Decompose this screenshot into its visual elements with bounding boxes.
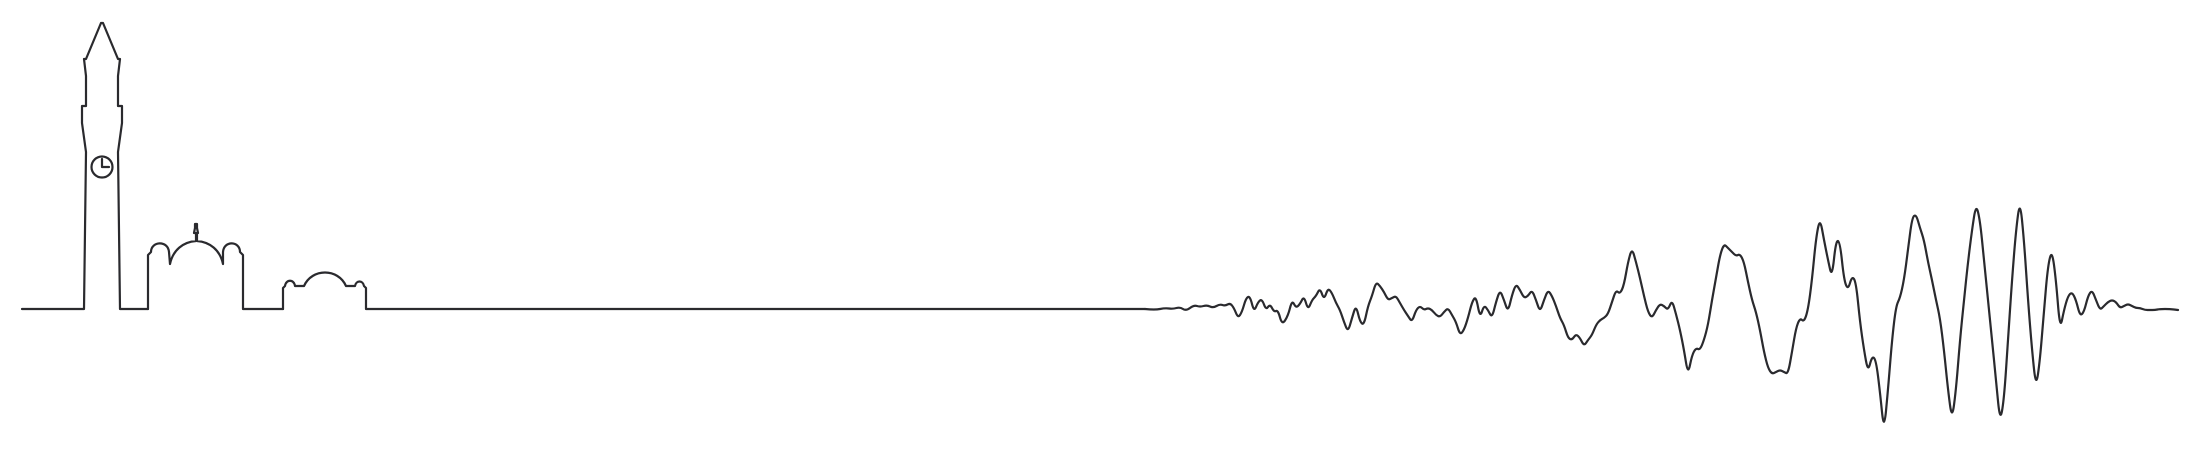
domed-building bbox=[146, 222, 285, 311]
small-dome-building bbox=[281, 271, 1147, 311]
skyline-outline bbox=[20, 21, 1147, 311]
clock-tower bbox=[20, 21, 150, 311]
seismograph-trace bbox=[1143, 207, 2180, 423]
clock-icon bbox=[90, 155, 114, 179]
